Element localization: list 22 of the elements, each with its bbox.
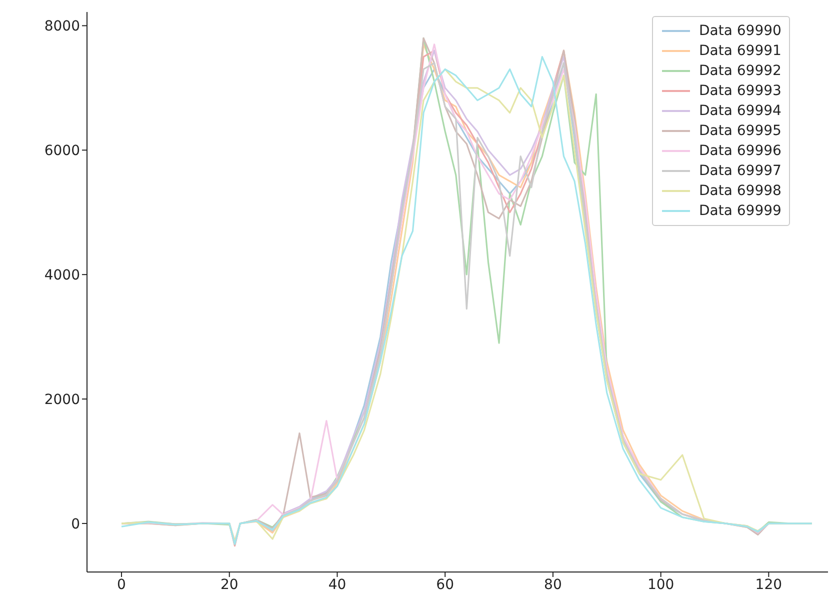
x-tick-label: 80 [544,576,562,593]
legend-label: Data 69999 [699,202,782,221]
legend-label: Data 69994 [699,102,782,121]
legend-label: Data 69998 [699,182,782,201]
y-tick-label: 6000 [44,143,80,160]
legend-label: Data 69991 [699,42,782,61]
x-tick-label: 0 [117,576,126,593]
legend-label: Data 69992 [699,62,782,81]
legend-label: Data 69995 [699,122,782,141]
y-tick-label: 4000 [44,268,80,284]
x-tick-label: 60 [436,576,454,593]
y-tick-label: 2000 [44,392,80,408]
legend-label: Data 69990 [699,22,782,41]
x-tick-label: 120 [755,576,782,593]
legend-label: Data 69993 [699,82,782,101]
x-tick-label: 20 [220,576,238,593]
legend-label: Data 69996 [699,142,782,161]
x-tick-label: 100 [647,576,674,593]
y-tick-label: 0 [71,516,80,532]
x-tick-label: 40 [328,576,346,593]
legend-label: Data 69997 [699,162,782,181]
y-tick-label: 8000 [44,18,80,35]
